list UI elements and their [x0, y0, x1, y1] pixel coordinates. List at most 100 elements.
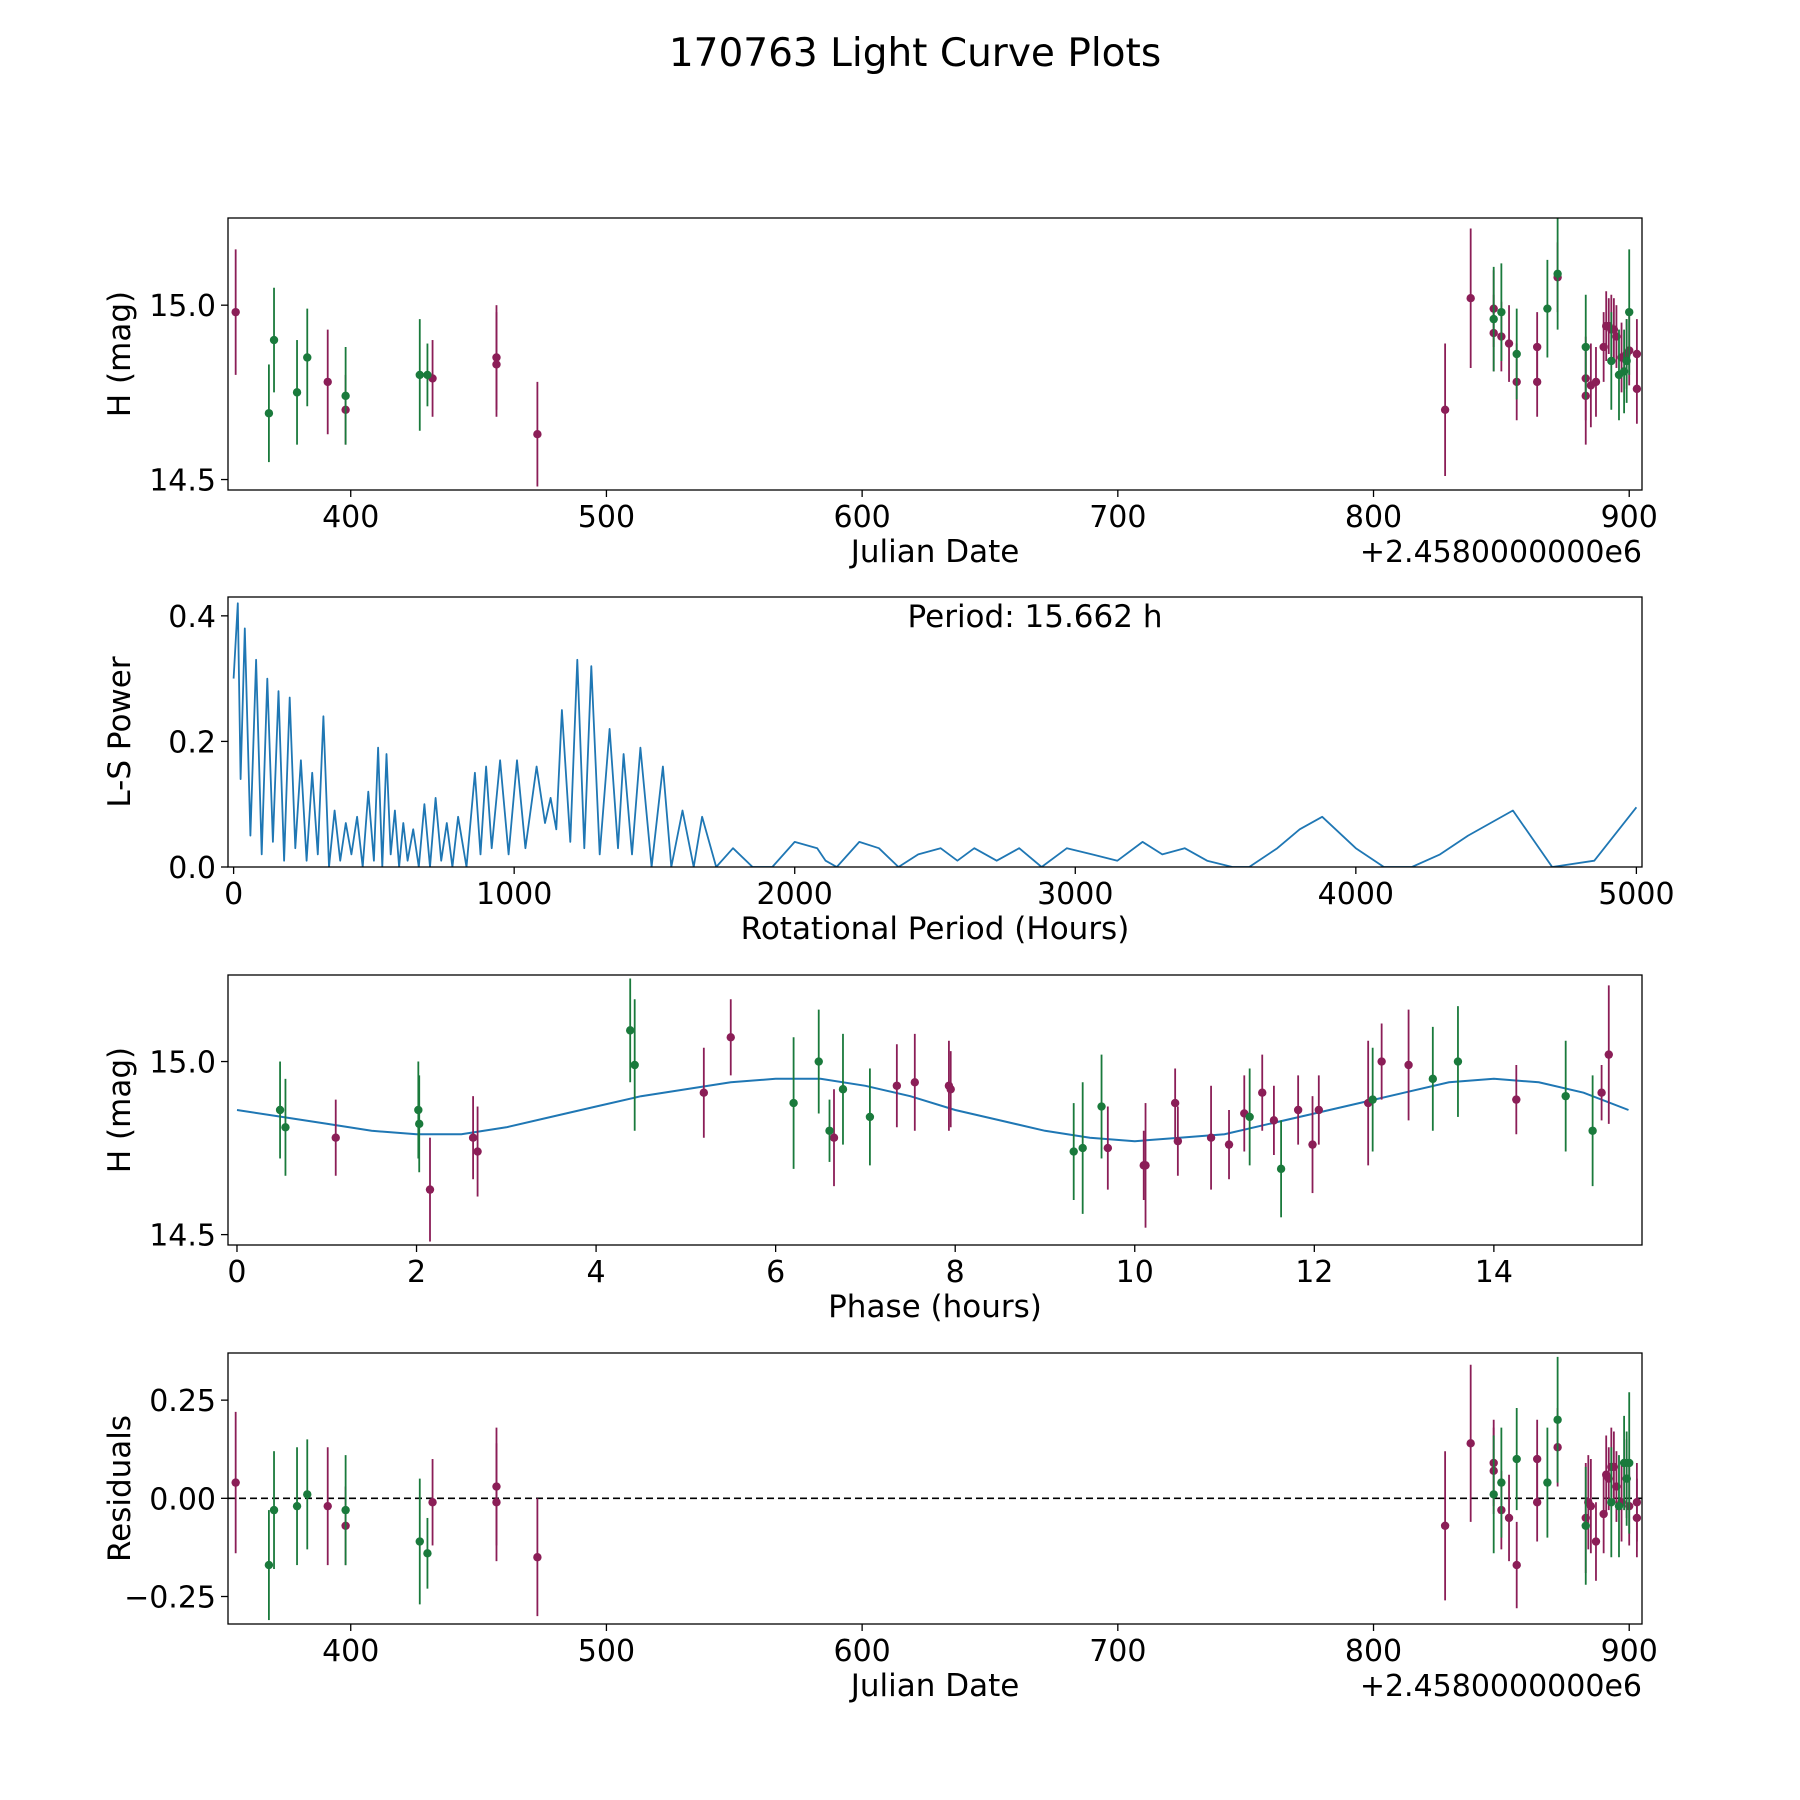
data-point — [1466, 294, 1475, 303]
y-tick-label: 15.0 — [149, 289, 216, 324]
x-tick-label: 1000 — [476, 877, 552, 912]
data-point — [1497, 307, 1506, 317]
x-tick-label: 800 — [1345, 500, 1402, 535]
data-point — [264, 409, 274, 418]
x-tick-label: 6 — [766, 1255, 785, 1290]
data-marks — [228, 1356, 1642, 1621]
data-marks — [231, 218, 1642, 487]
data-point — [1561, 1091, 1570, 1101]
data-point — [1581, 342, 1590, 352]
data-point — [1368, 1095, 1377, 1104]
data-point — [1625, 307, 1634, 317]
data-point — [1553, 269, 1562, 278]
data-point — [1512, 1095, 1521, 1104]
data-point — [341, 1505, 350, 1515]
x-tick-label: 12 — [1295, 1255, 1333, 1290]
data-point — [1512, 349, 1521, 359]
data-point — [292, 388, 302, 397]
data-point — [1440, 1521, 1450, 1531]
x-tick-label: 600 — [833, 500, 890, 535]
data-point — [468, 1133, 478, 1142]
x-tick-label: 0 — [227, 1255, 246, 1290]
data-point — [533, 1553, 542, 1562]
x-tick-label: 600 — [833, 1634, 890, 1669]
data-point — [1604, 1050, 1613, 1059]
y-axis-label: H (mag) — [102, 1047, 138, 1173]
series-g — [275, 978, 1597, 1218]
data-marks — [236, 978, 1629, 1242]
x-tick-label: 700 — [1089, 1634, 1146, 1669]
x-axis-label: Julian Date — [849, 1668, 1020, 1704]
series-r — [331, 985, 1613, 1242]
x-tick-label: 400 — [322, 1634, 379, 1669]
data-point — [323, 1501, 332, 1511]
x-axis-label: Julian Date — [849, 534, 1020, 570]
x-axis-label: Rotational Period (Hours) — [741, 911, 1130, 947]
y-tick-label: 0.00 — [149, 1482, 216, 1517]
data-point — [1591, 377, 1601, 387]
data-point — [269, 335, 279, 345]
data-point — [231, 307, 240, 317]
data-point — [423, 1549, 432, 1558]
data-marks — [232, 602, 1638, 867]
data-point — [415, 1119, 424, 1129]
x-tick-label: 5000 — [1598, 877, 1674, 912]
x-offset-label: +2.4580000000e6 — [1360, 1669, 1642, 1704]
data-point — [323, 377, 332, 387]
data-point — [415, 1537, 424, 1546]
x-tick-label: 500 — [578, 1634, 635, 1669]
data-point — [1597, 1088, 1606, 1097]
data-point — [492, 1498, 501, 1507]
x-tick-label: 3000 — [1037, 877, 1113, 912]
data-point — [303, 1490, 312, 1499]
data-point — [1625, 1458, 1634, 1468]
data-point — [829, 1133, 839, 1142]
data-point — [303, 353, 312, 362]
data-point — [946, 1085, 955, 1094]
x-tick-label: 800 — [1345, 1634, 1402, 1669]
plot-frame — [227, 974, 1643, 1246]
x-tick-label: 400 — [322, 500, 379, 535]
data-point — [1466, 1439, 1475, 1448]
data-point — [281, 1123, 290, 1132]
data-point — [726, 1033, 735, 1042]
data-point — [1293, 1105, 1303, 1115]
x-tick-label: 900 — [1601, 500, 1658, 535]
data-point — [1141, 1161, 1150, 1170]
data-point — [1489, 1490, 1498, 1499]
data-point — [428, 1498, 437, 1507]
data-point — [1453, 1057, 1463, 1066]
y-tick-label: 0.4 — [168, 600, 216, 635]
data-point — [892, 1081, 902, 1090]
series-line-0 — [232, 602, 1638, 867]
chart-phase: 0 2 4 6 8 10 12 14 14.5 15.0 Phase (hours) H (mag) — [102, 974, 1643, 1325]
y-tick-label: 0.25 — [149, 1384, 216, 1419]
plot-frame — [227, 217, 1643, 491]
data-point — [1632, 384, 1642, 394]
data-point — [1173, 1136, 1183, 1146]
data-point — [1103, 1143, 1113, 1153]
y-tick-label: 14.5 — [149, 464, 216, 499]
data-point — [415, 370, 424, 380]
data-point — [1440, 405, 1450, 414]
data-point — [1607, 356, 1616, 366]
data-point — [1308, 1140, 1317, 1149]
data-point — [1224, 1140, 1234, 1149]
series-g — [264, 1356, 1634, 1621]
data-point — [533, 430, 542, 439]
data-point — [231, 1478, 240, 1487]
subplots: 400 500 600 700 800 900 14.5 15.0 Julian Date +2.… — [102, 217, 1675, 1704]
plot-frame — [227, 1352, 1643, 1625]
data-point — [1078, 1143, 1087, 1153]
data-point — [1532, 377, 1542, 387]
period-annotation: Period: 15.662 h — [908, 599, 1163, 635]
data-point — [1504, 339, 1514, 348]
data-point — [1314, 1105, 1324, 1115]
data-point — [292, 1501, 302, 1511]
x-tick-label: 14 — [1475, 1255, 1513, 1290]
y-axis-label: Residuals — [102, 1415, 138, 1562]
data-point — [1206, 1133, 1216, 1142]
data-point — [425, 1185, 435, 1194]
data-point — [1532, 1498, 1542, 1507]
data-point — [1404, 1060, 1413, 1070]
